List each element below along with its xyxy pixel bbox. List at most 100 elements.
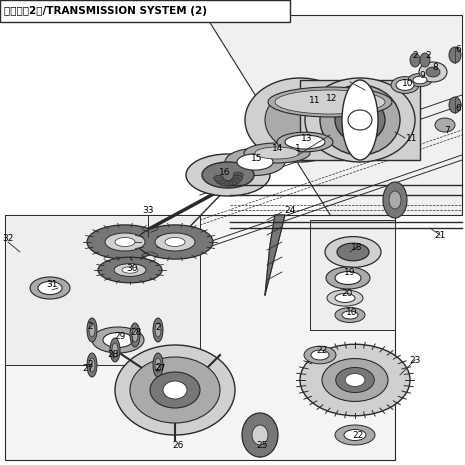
Ellipse shape — [150, 372, 200, 408]
Ellipse shape — [435, 118, 455, 132]
Text: 22: 22 — [352, 431, 364, 439]
Ellipse shape — [87, 318, 97, 342]
Ellipse shape — [320, 85, 400, 155]
Text: 23: 23 — [409, 356, 421, 365]
Ellipse shape — [105, 233, 145, 251]
Text: 20: 20 — [341, 288, 352, 298]
Ellipse shape — [202, 162, 254, 188]
Text: 19: 19 — [344, 267, 356, 277]
Text: 6: 6 — [455, 46, 461, 54]
Ellipse shape — [103, 332, 133, 347]
Text: 2: 2 — [87, 321, 93, 331]
Ellipse shape — [335, 293, 355, 303]
Bar — [0, 0, 290, 22]
Ellipse shape — [163, 381, 187, 399]
Text: 32: 32 — [2, 233, 13, 243]
Text: 29: 29 — [114, 332, 126, 340]
Ellipse shape — [242, 413, 278, 457]
Polygon shape — [5, 215, 200, 365]
Ellipse shape — [300, 344, 410, 416]
Ellipse shape — [337, 243, 369, 261]
Bar — [300, 80, 420, 160]
Text: 8: 8 — [432, 64, 438, 73]
Ellipse shape — [268, 87, 392, 117]
Ellipse shape — [420, 53, 430, 67]
Ellipse shape — [98, 257, 162, 283]
Ellipse shape — [449, 47, 461, 63]
Ellipse shape — [277, 132, 333, 152]
Ellipse shape — [219, 180, 229, 186]
Ellipse shape — [252, 425, 268, 445]
Text: 11: 11 — [406, 133, 418, 142]
Ellipse shape — [30, 277, 70, 299]
Text: 2: 2 — [412, 52, 418, 60]
Ellipse shape — [391, 77, 419, 93]
Text: 25: 25 — [256, 440, 268, 450]
Polygon shape — [265, 215, 285, 295]
Text: 10: 10 — [402, 80, 414, 88]
Ellipse shape — [130, 323, 140, 347]
Text: 31: 31 — [46, 279, 58, 288]
Text: 21: 21 — [434, 231, 445, 239]
Ellipse shape — [342, 80, 378, 160]
Text: 16: 16 — [219, 167, 231, 177]
Text: 30: 30 — [126, 264, 138, 272]
Text: 13: 13 — [301, 133, 313, 142]
Text: 26: 26 — [173, 440, 184, 450]
Ellipse shape — [245, 78, 355, 162]
Text: 15: 15 — [251, 153, 263, 162]
Text: 33: 33 — [142, 206, 154, 214]
Ellipse shape — [389, 191, 401, 209]
Ellipse shape — [216, 178, 226, 184]
Ellipse shape — [325, 237, 381, 267]
Ellipse shape — [114, 264, 146, 276]
Text: 2: 2 — [425, 52, 431, 60]
Ellipse shape — [335, 307, 365, 323]
Text: 2: 2 — [87, 359, 93, 368]
Ellipse shape — [426, 67, 440, 77]
Ellipse shape — [155, 323, 161, 337]
Text: 連系统（2）/TRANSMISSION SYSTEM (2): 連系统（2）/TRANSMISSION SYSTEM (2) — [4, 6, 207, 16]
Ellipse shape — [137, 225, 213, 259]
Ellipse shape — [225, 148, 285, 175]
Ellipse shape — [153, 318, 163, 342]
Ellipse shape — [89, 358, 95, 372]
Ellipse shape — [213, 175, 224, 181]
Ellipse shape — [237, 154, 273, 170]
Ellipse shape — [311, 350, 329, 360]
Ellipse shape — [233, 172, 243, 178]
Text: 27: 27 — [154, 364, 166, 372]
Ellipse shape — [115, 345, 235, 435]
Ellipse shape — [255, 147, 299, 159]
Ellipse shape — [326, 267, 370, 289]
Text: 27: 27 — [82, 364, 93, 372]
Ellipse shape — [165, 238, 185, 246]
Ellipse shape — [87, 225, 163, 259]
Text: 9: 9 — [419, 72, 425, 80]
Ellipse shape — [413, 76, 427, 84]
Text: 14: 14 — [272, 144, 284, 153]
Ellipse shape — [396, 80, 414, 90]
Ellipse shape — [115, 238, 135, 246]
Ellipse shape — [335, 98, 385, 142]
Text: 10: 10 — [346, 307, 358, 317]
Ellipse shape — [345, 373, 365, 386]
Text: 2: 2 — [155, 323, 161, 332]
Text: 28: 28 — [107, 350, 119, 359]
Ellipse shape — [327, 290, 363, 306]
Ellipse shape — [130, 357, 220, 423]
Ellipse shape — [38, 281, 62, 295]
Ellipse shape — [348, 110, 372, 130]
Ellipse shape — [285, 135, 325, 149]
Ellipse shape — [305, 78, 415, 162]
Ellipse shape — [265, 90, 335, 150]
Ellipse shape — [89, 323, 95, 337]
Text: 28: 28 — [130, 327, 142, 337]
Polygon shape — [310, 220, 395, 330]
Polygon shape — [5, 215, 395, 460]
Polygon shape — [205, 15, 462, 215]
Ellipse shape — [244, 143, 310, 163]
Ellipse shape — [155, 358, 161, 372]
Ellipse shape — [230, 178, 240, 184]
Ellipse shape — [132, 328, 138, 342]
